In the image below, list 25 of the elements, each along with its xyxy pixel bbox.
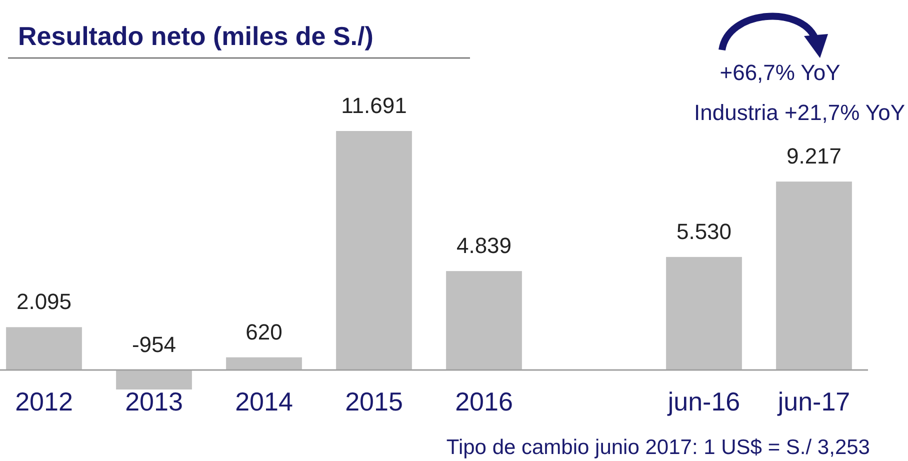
bar (776, 182, 852, 370)
bar (446, 271, 522, 370)
chart-title: Resultado neto (miles de S./) (18, 21, 374, 51)
data-label: 620 (246, 319, 282, 344)
data-label: 4.839 (456, 233, 512, 258)
bar (6, 327, 82, 370)
bar (226, 357, 302, 370)
bar (336, 131, 412, 370)
x-tick-label: jun-17 (776, 386, 850, 416)
x-tick-label: 2016 (455, 386, 513, 416)
data-label: 5.530 (676, 218, 732, 244)
data-label: 11.691 (341, 93, 407, 118)
x-tick-label: 2012 (15, 386, 73, 416)
data-label: 2.095 (16, 289, 72, 314)
x-tick-label: 2014 (235, 386, 293, 416)
text: Industria +21,7% YoY (694, 100, 906, 125)
text: +66,7% YoY (720, 60, 841, 85)
bar (666, 256, 742, 370)
x-tick-label: 2015 (345, 386, 403, 416)
x-tick-label: jun-16 (666, 386, 740, 416)
text: Tipo de cambio junio 2017: 1 US$ = S./ 3,253 (446, 436, 870, 459)
x-tick-label: 2013 (125, 386, 183, 416)
data-label: 9.217 (786, 144, 842, 169)
bar (116, 370, 192, 390)
data-label: -954 (132, 332, 176, 357)
